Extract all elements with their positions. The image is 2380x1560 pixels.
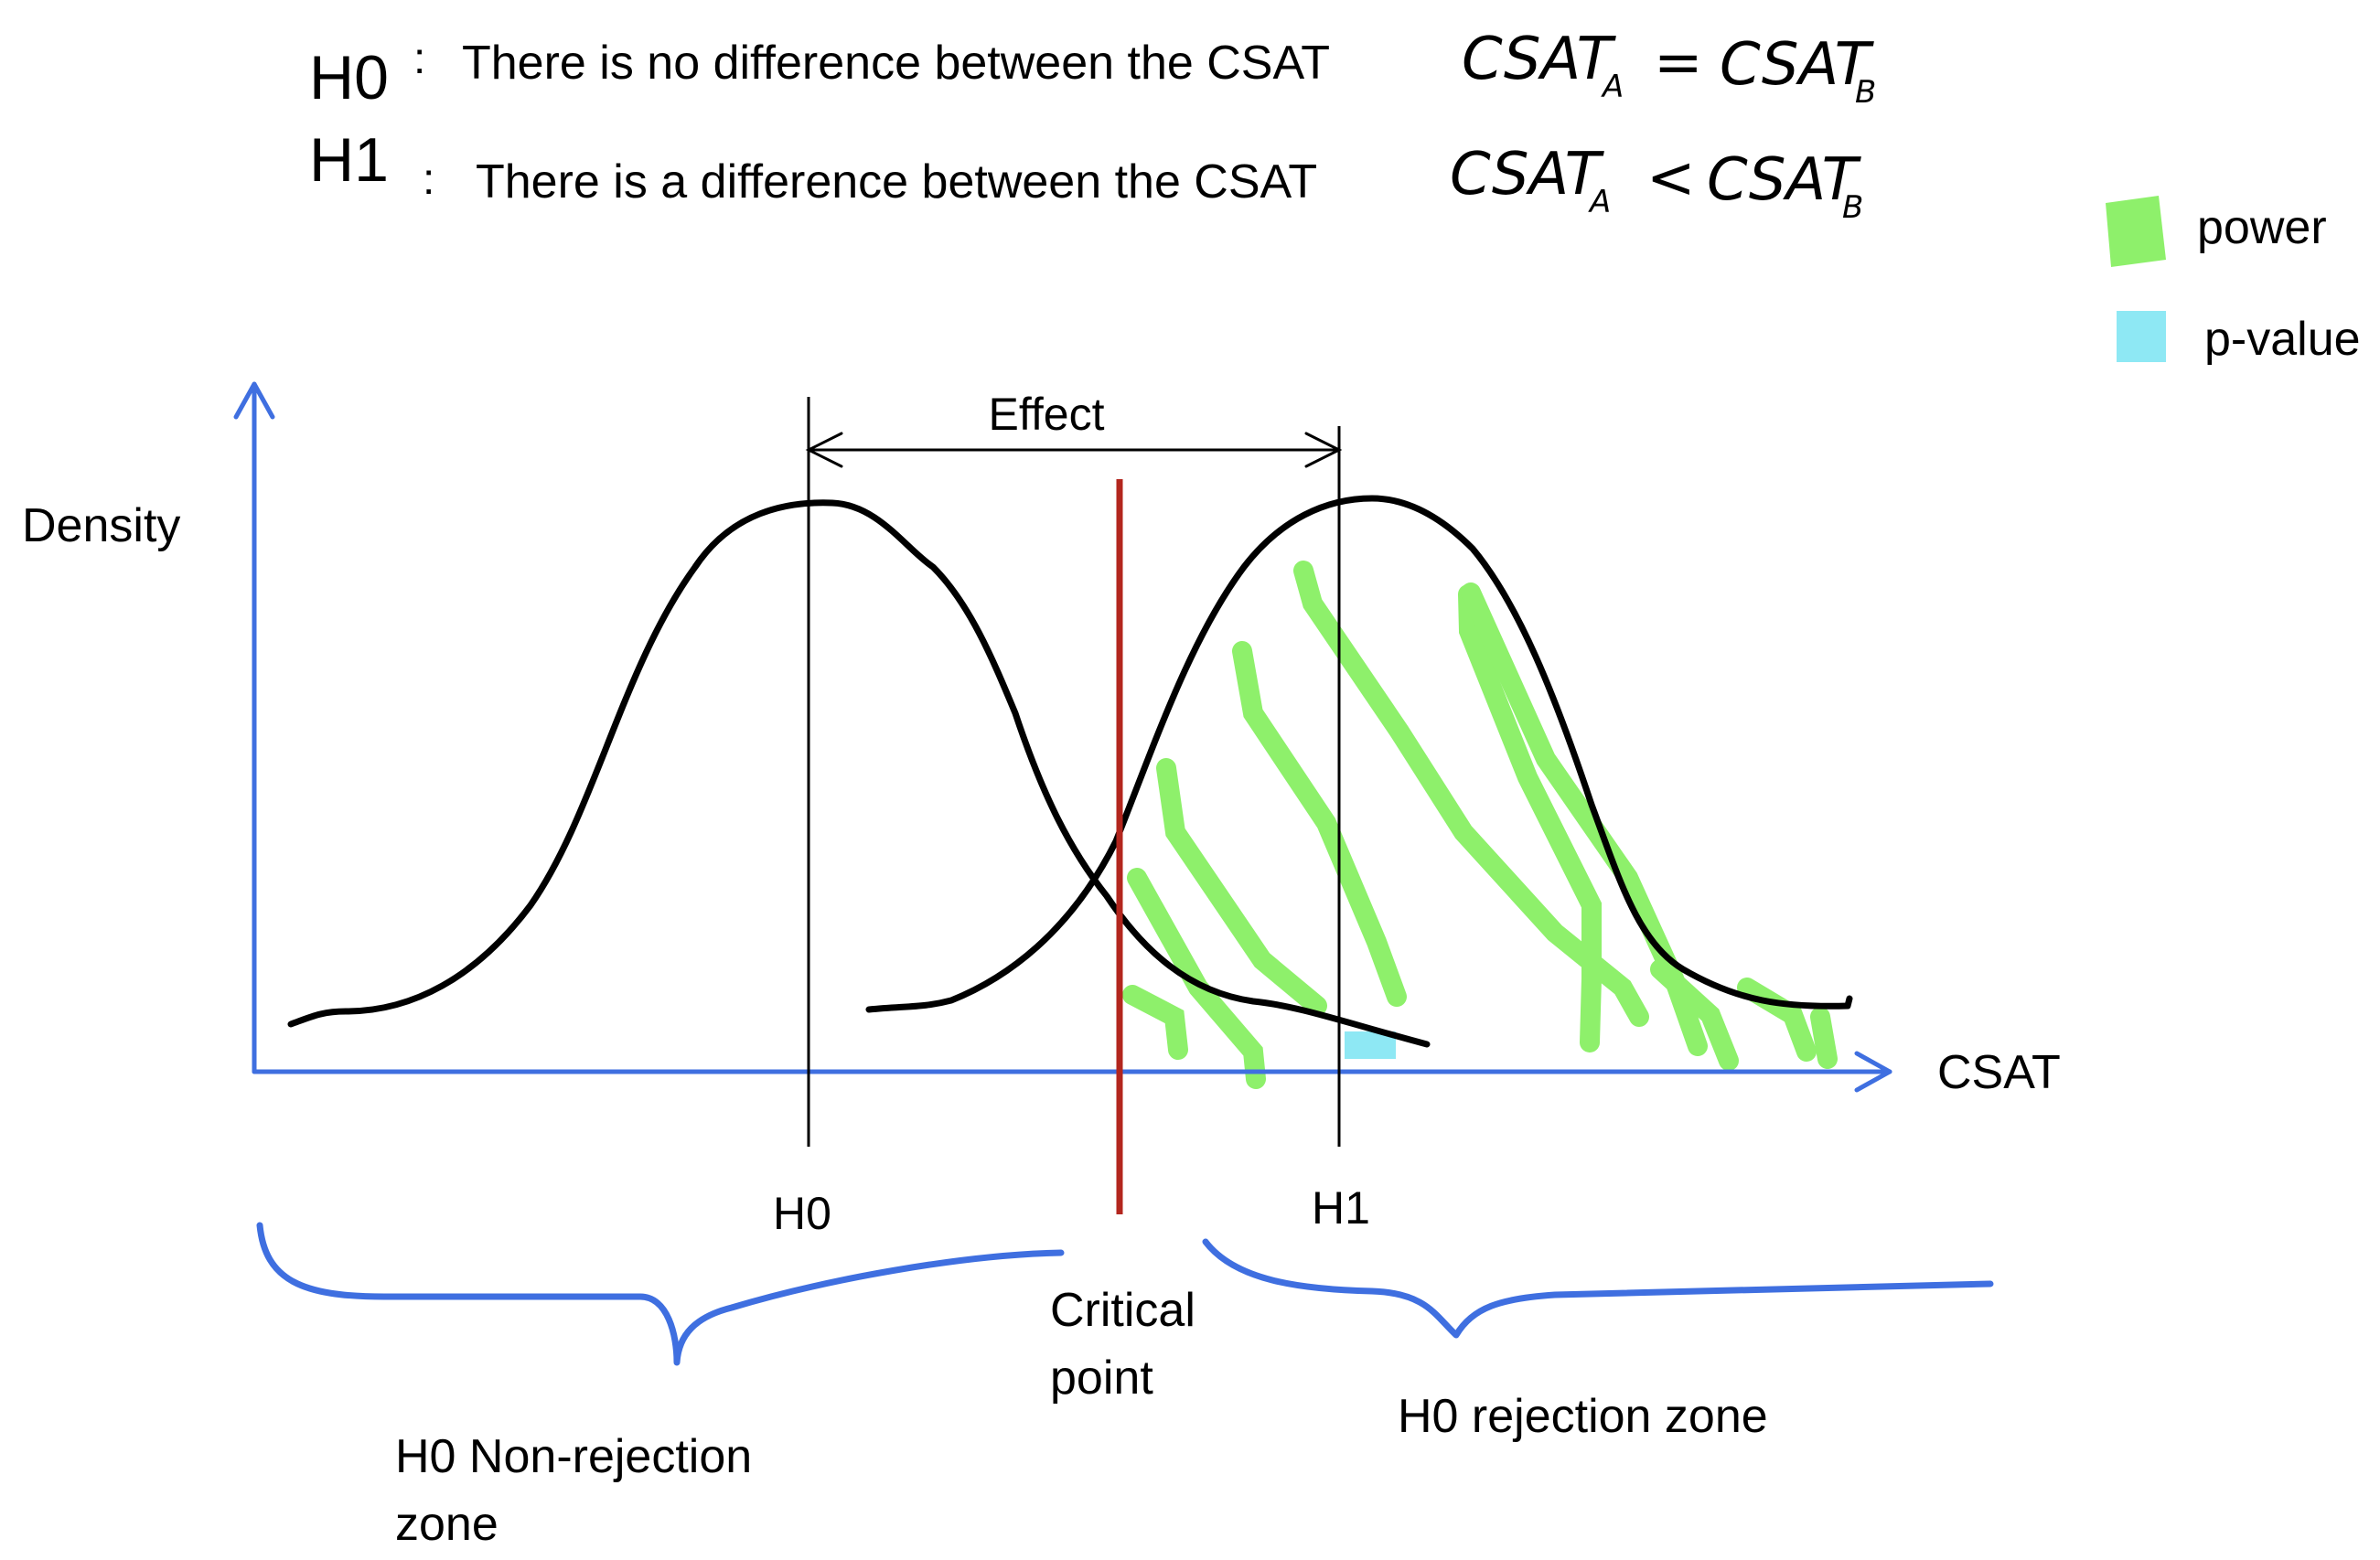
h1-formula-right-sub: B [1842, 189, 1863, 226]
h0-colon: : [413, 35, 425, 83]
critical-point-label: Critical point [1050, 1284, 1195, 1405]
hypothesis-h1-row: H1 : There is a difference between the C… [309, 125, 1863, 226]
h1-formula-left-sub: A [1588, 184, 1611, 220]
effect-arrow [805, 432, 1343, 468]
power-hatch-stroke [1810, 1007, 1838, 1069]
rejection-brace [1202, 1238, 1994, 1339]
h1-marker-label: H1 [1312, 1182, 1370, 1234]
h1-formula: CSAT A < CSAT B [1450, 141, 1863, 226]
critical-point-label-line2: point [1050, 1352, 1153, 1405]
zone-braces [256, 1222, 1994, 1366]
h0-formula-right-sub: B [1855, 74, 1876, 111]
power-hatch-stroke [1122, 985, 1188, 1060]
curves [287, 495, 1853, 1048]
non-rejection-zone-label-line1: H0 Non-rejection [395, 1430, 752, 1483]
legend: power p-value [2106, 196, 2361, 366]
h0-label: H0 [309, 43, 389, 112]
axes [233, 381, 1892, 1093]
power-region [1122, 561, 1838, 1089]
power-hatch-stroke [1458, 584, 1602, 1052]
h1-colon: : [423, 155, 434, 204]
effect-arrowhead-left [805, 432, 843, 468]
h1-formula-right: CSAT [1707, 146, 1862, 214]
h0-formula-left-sub: A [1601, 69, 1624, 105]
critical-point-label-line1: Critical [1050, 1284, 1195, 1337]
effect-label: Effect [989, 389, 1105, 440]
x-axis-label: CSAT [1937, 1046, 2061, 1099]
h0-marker-label: H0 [773, 1188, 831, 1239]
h0-distribution-curve [287, 499, 1431, 1048]
power-hatch-stroke [1127, 868, 1266, 1089]
h1-formula-left: CSAT [1450, 141, 1605, 208]
h0-formula-operator: = [1654, 29, 1703, 97]
y-axis-label: Density [22, 499, 180, 552]
h1-formula-operator: < [1646, 144, 1696, 212]
h1-statement: There is a difference between the CSAT [476, 155, 1317, 208]
legend-power-swatch [2106, 196, 2166, 267]
non-rejection-zone-label: H0 Non-rejection zone [395, 1430, 752, 1551]
effect-arrowhead-right [1304, 432, 1343, 468]
h0-formula-right: CSAT [1720, 31, 1875, 99]
h1-distribution-curve [865, 495, 1853, 1013]
h0-formula-left: CSAT [1462, 26, 1617, 93]
h0-statement: There is no difference between the CSAT [462, 37, 1330, 90]
legend-pvalue-label: p-value [2204, 313, 2361, 366]
hypothesis-h0-row: H0 : There is no difference between the … [309, 26, 1876, 112]
legend-pvalue-swatch [2117, 311, 2166, 362]
legend-power-label: power [2197, 201, 2327, 254]
rejection-zone-label: H0 rejection zone [1398, 1390, 1768, 1443]
power-hatch-stroke [1293, 561, 1649, 1027]
power-hatch-stroke [1737, 978, 1817, 1062]
non-rejection-brace [256, 1222, 1065, 1366]
power-hatch-stroke [1156, 758, 1327, 1016]
h1-label: H1 [309, 125, 389, 195]
y-axis-arrowhead [233, 381, 275, 420]
power-hatch-stroke [1650, 959, 1739, 1071]
non-rejection-zone-label-line2: zone [395, 1498, 499, 1551]
h0-formula: CSAT A = CSAT B [1462, 26, 1876, 111]
power-hatch-stroke [1232, 641, 1407, 1007]
x-axis-arrowhead [1854, 1051, 1892, 1093]
